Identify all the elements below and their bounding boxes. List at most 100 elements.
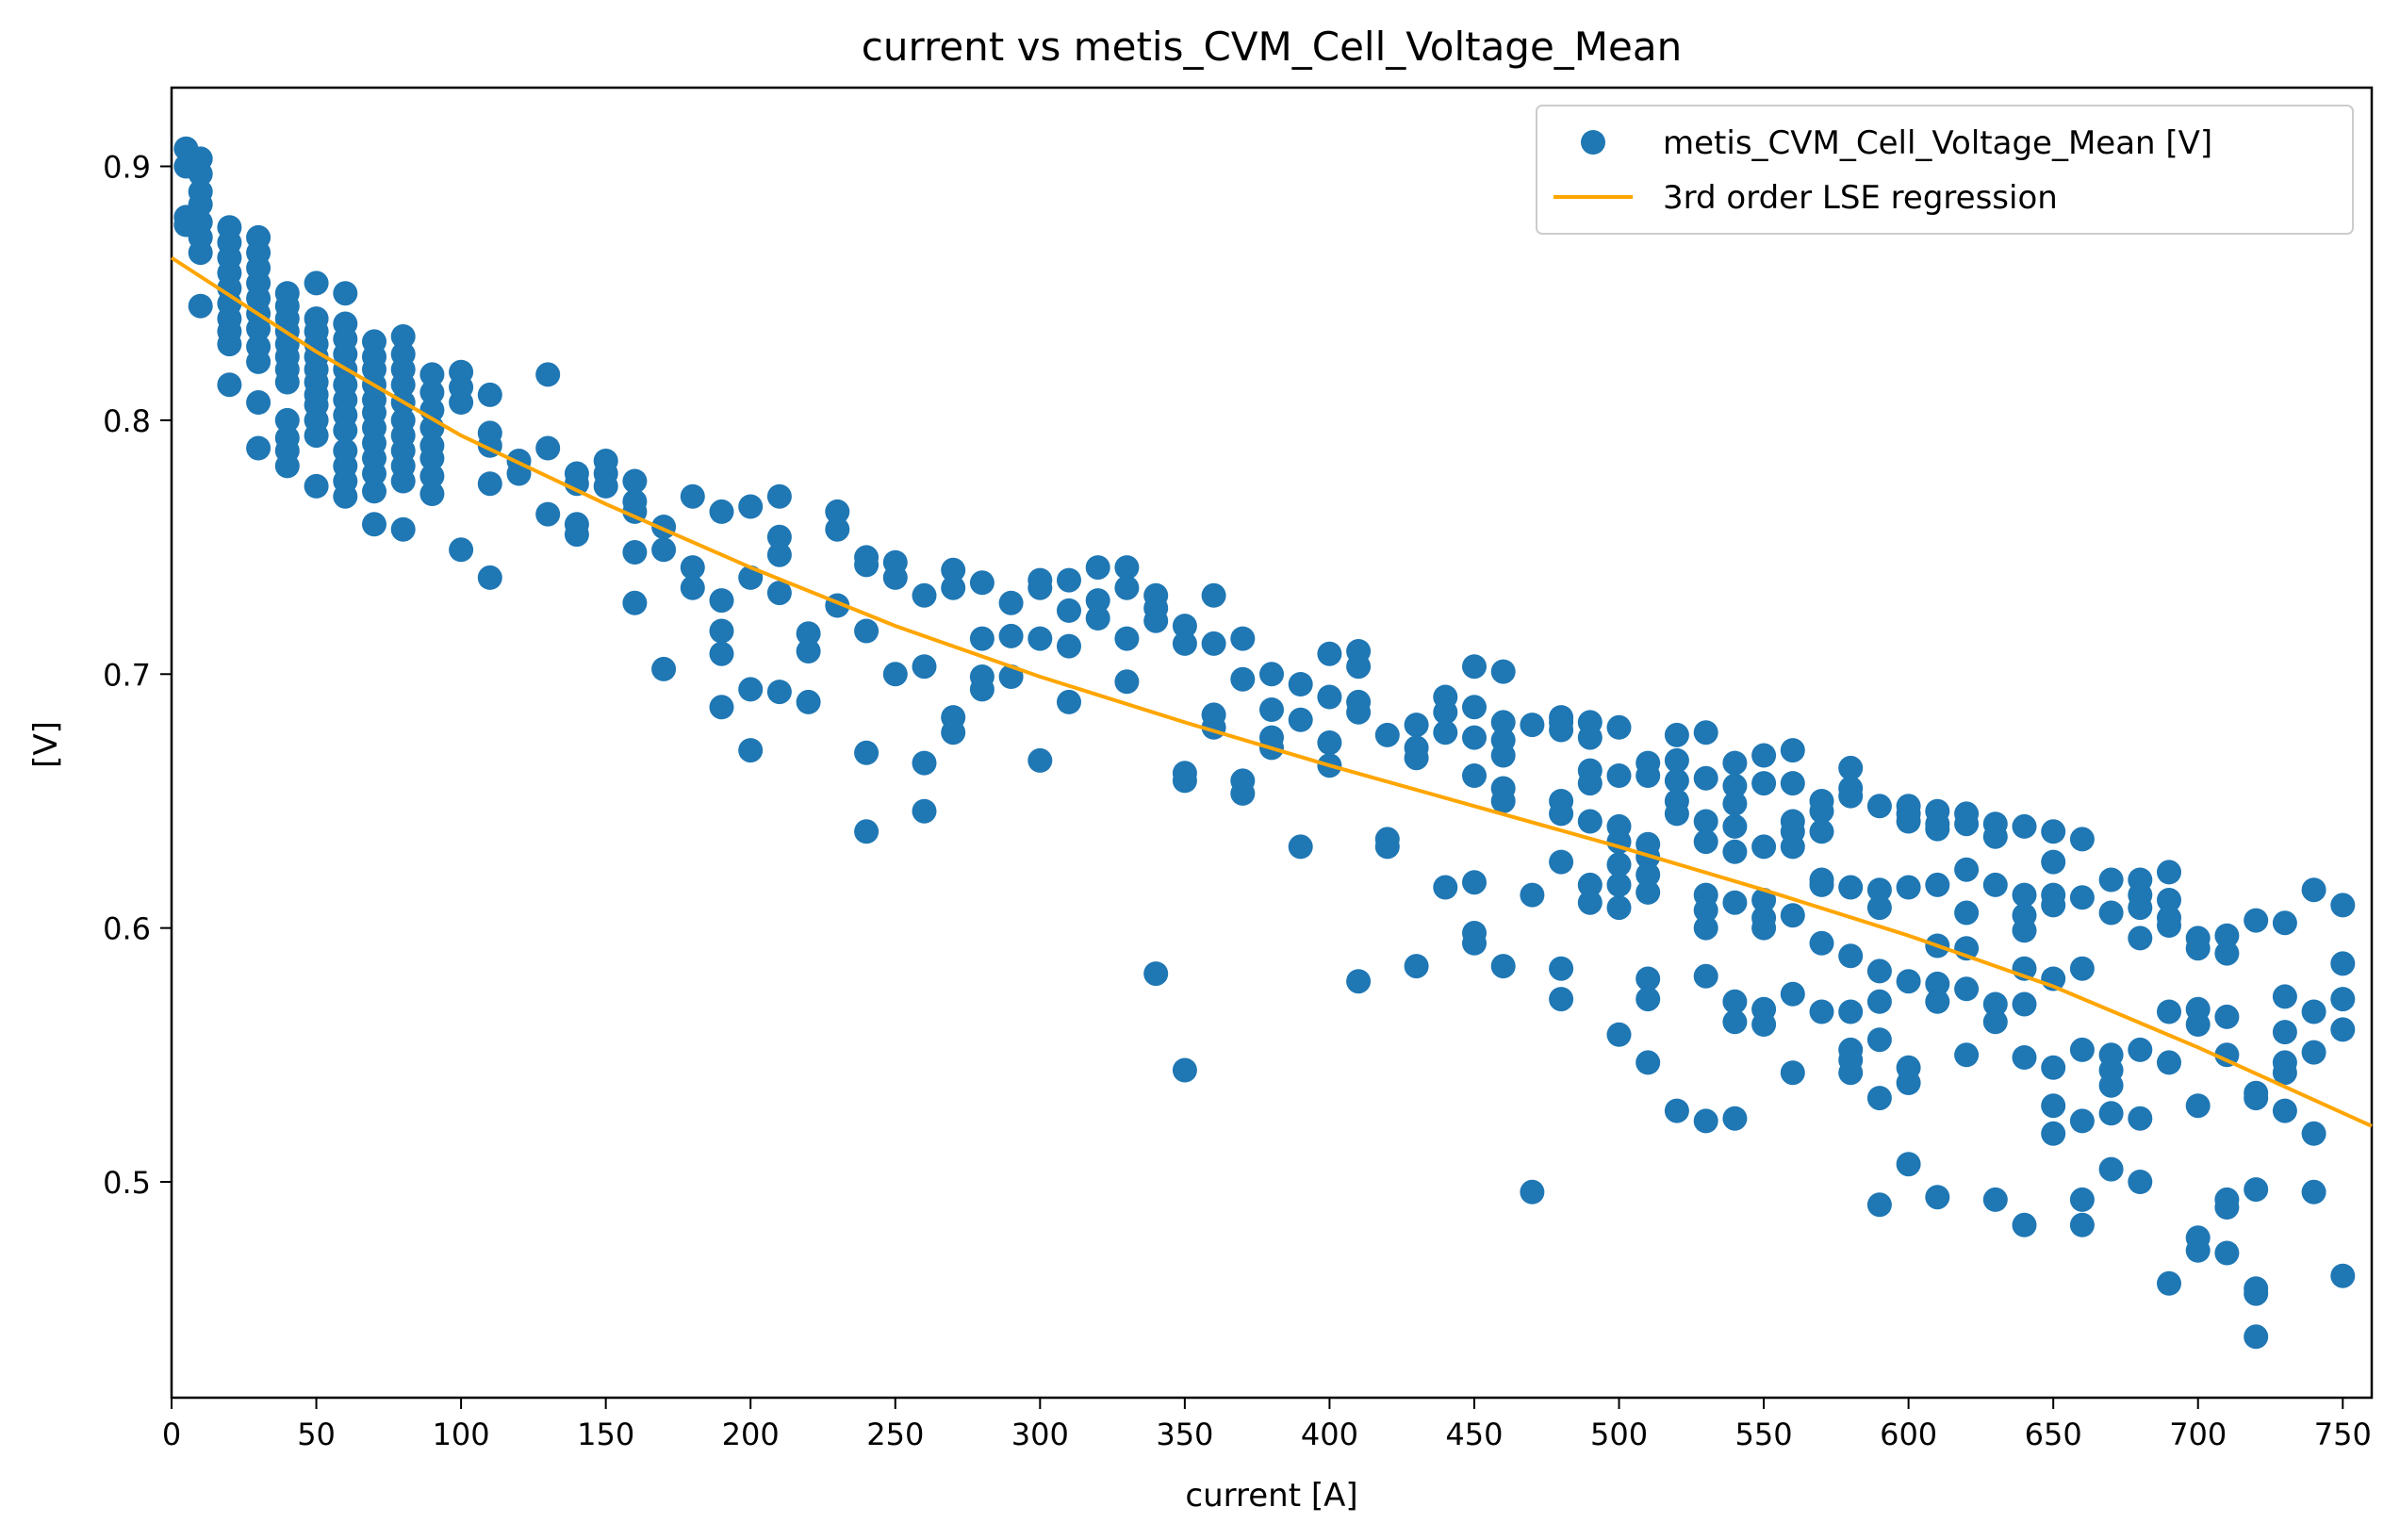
scatter-point [1549,849,1574,875]
scatter-point [217,332,242,357]
y-tick-label: 0.6 [103,911,151,947]
scatter-point [1780,834,1805,860]
scatter-point [1866,989,1892,1014]
scatter-point [1230,626,1256,651]
scatter-point [2272,1098,2297,1123]
scatter-point [941,720,966,745]
scatter-point [2041,1093,2066,1119]
scatter-point [449,537,474,563]
scatter-point [2157,913,2181,938]
scatter-point [1114,626,1140,651]
scatter-point [2157,1050,2181,1075]
scatter-point [2244,908,2269,933]
scatter-point [1259,697,1284,722]
legend-label-scatter: metis_CVM_Cell_Voltage_Mean [V] [1663,124,2212,162]
x-tick-label: 550 [1735,1417,1793,1452]
scatter-point [1462,763,1487,788]
scatter-point [882,565,908,590]
scatter-point [1172,614,1197,639]
scatter-point [1954,976,1980,1002]
scatter-point [449,390,474,415]
x-axis-label: current [A] [1185,1477,1357,1515]
scatter-point [1346,654,1372,680]
scatter-point [2128,1037,2153,1062]
scatter-point [1549,956,1574,981]
scatter-point [2272,1060,2297,1086]
scatter-point [1838,875,1864,900]
data-marks [170,136,2373,1350]
scatter-point [796,621,821,647]
scatter-point [1722,989,1748,1014]
scatter-point [882,662,908,687]
scatter-point [1462,654,1487,680]
scatter-point [419,446,445,471]
x-tick-label: 100 [433,1417,490,1452]
legend: metis_CVM_Cell_Voltage_Mean [V] 3rd orde… [1536,105,2354,235]
regression-line [170,255,2373,1128]
scatter-point [1722,750,1748,776]
scatter-point [1838,1060,1864,1086]
scatter-point [1925,989,1950,1014]
x-tick-label: 350 [1156,1417,1213,1452]
scatter-point [1085,555,1110,581]
scatter-point [1114,669,1140,695]
scatter-point [390,468,416,494]
scatter-point [998,590,1024,615]
scatter-point [333,418,358,443]
scatter-point [2244,1281,2269,1306]
scatter-point [390,372,416,398]
scatter-point [1925,872,1950,897]
scatter-point [419,464,445,489]
scatter-point [2041,893,2066,918]
x-tick-label: 400 [1301,1417,1358,1452]
scatter-point [2214,1240,2240,1266]
scatter-point [2214,1004,2240,1029]
plot-area: 0 50 100 150 200 250 300 350 400 450 500 550 600 650 7… [103,86,2374,1452]
scatter-point [1982,872,2008,897]
scatter-point [1722,1009,1748,1035]
scatter-point [622,468,648,494]
scatter-point [1780,903,1805,928]
scatter-point [2301,1179,2326,1204]
scatter-point [1925,1185,1950,1210]
scatter-point [1780,771,1805,796]
scatter-point [2301,1040,2326,1065]
scatter-point [535,435,561,461]
scatter-point [1838,943,1864,969]
scatter-point [998,623,1024,648]
scatter-point [1549,801,1574,827]
scatter-point [1751,1012,1777,1037]
scatter-point [1577,809,1603,834]
scatter-point [1577,725,1603,750]
scatter-point [1433,720,1458,745]
scatter-point [1549,717,1574,743]
scatter-point [1317,684,1342,710]
scatter-point [1057,689,1081,714]
scatter-point [1693,915,1718,941]
scatter-point [1057,598,1081,623]
scatter-point [274,407,300,433]
scatter-point [680,575,705,600]
y-tick-label: 0.8 [103,403,151,439]
scatter-point [651,537,677,563]
scatter-point [2128,895,2153,921]
scatter-point [1809,999,1834,1024]
scatter-point [1722,773,1748,798]
scatter-point [1404,713,1429,738]
scatter-point [1722,791,1748,816]
scatter-point [1027,575,1053,600]
scatter-point [796,689,821,714]
scatter-point [2069,956,2095,981]
scatter-point [1693,720,1718,745]
scatter-point [1520,1179,1545,1204]
scatter-point [2214,941,2240,966]
scatter-point [1866,1086,1892,1111]
scatter-point [2185,1237,2211,1263]
scatter-point [2330,987,2356,1012]
scatter-point [1636,1050,1661,1075]
scatter-point [2098,1101,2124,1126]
scatter-point [2157,888,2181,912]
scatter-point [333,483,358,509]
scatter-point [2301,877,2326,903]
scatter-point [1982,824,2008,849]
